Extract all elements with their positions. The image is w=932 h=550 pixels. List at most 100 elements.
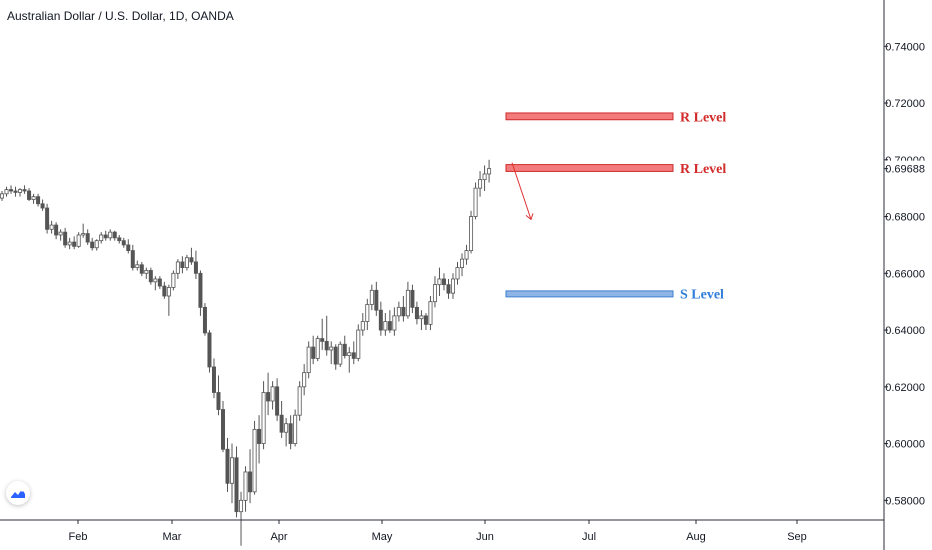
candle (374, 281, 379, 316)
candle (99, 232, 104, 244)
forecast-arrow (511, 162, 534, 221)
candle-body (441, 278, 446, 286)
candle (40, 199, 45, 211)
price-tick-label: 0.60000 (885, 439, 925, 451)
candle-body (469, 216, 474, 251)
candle-body (54, 224, 59, 236)
candle (239, 491, 244, 546)
level-zone[interactable] (505, 290, 674, 298)
candle (487, 159, 492, 183)
candle-body (302, 372, 307, 388)
candle (22, 185, 27, 194)
candle (130, 244, 135, 271)
candle-body (405, 289, 410, 317)
resistance-level[interactable]: R Level (505, 110, 726, 125)
candle-body (27, 190, 32, 200)
candle-body (239, 499, 244, 513)
candle-body (148, 270, 153, 283)
level-label: R Level (680, 162, 726, 177)
candle-body (9, 189, 14, 192)
tradingview-logo[interactable] (6, 481, 30, 505)
candle-body (347, 352, 352, 356)
candle (207, 330, 212, 373)
candle-body (121, 240, 126, 246)
candle-body (22, 189, 27, 192)
candle (4, 186, 9, 197)
candle-body (324, 341, 329, 351)
candle-body (478, 179, 483, 189)
time-axis[interactable]: Feb Mar Apr May Jun Jul Aug Sep (0, 519, 884, 543)
candle-body (374, 289, 379, 311)
candle (103, 230, 108, 241)
candle-body (175, 261, 180, 274)
last-price-label: 0.69688 (885, 164, 925, 176)
candle (455, 261, 460, 285)
candle (225, 437, 230, 492)
candle (432, 276, 437, 308)
candle (338, 341, 343, 367)
candle (202, 303, 207, 336)
support-level[interactable]: S Level (505, 288, 724, 303)
time-tick-label: Jun (476, 531, 494, 543)
price-tick-label: 0.58000 (885, 495, 925, 507)
candle-body (112, 231, 117, 239)
candle (162, 281, 167, 299)
price-axis[interactable]: 0.740000.720000.700000.680000.660000.640… (883, 0, 931, 550)
candle (275, 378, 280, 421)
candle-body (460, 258, 465, 269)
candle-body (58, 231, 63, 236)
candle (410, 284, 415, 314)
candle (360, 313, 365, 336)
candle-body (99, 234, 104, 242)
candle-body (63, 231, 68, 246)
candle (369, 284, 374, 311)
candle (189, 247, 194, 265)
candle-body (252, 428, 257, 493)
candle-body (144, 270, 149, 274)
candle-body (139, 264, 144, 274)
candle-body (270, 386, 275, 402)
candle (18, 188, 23, 197)
candle (257, 415, 262, 464)
candle-body (49, 224, 54, 230)
candle-body (4, 189, 9, 195)
price-tick-label: 0.64000 (885, 325, 925, 337)
candle-body (261, 392, 266, 444)
time-tick-label: Sep (787, 531, 807, 543)
level-annotations[interactable]: R Level R Level S Level (505, 110, 726, 303)
level-zone[interactable] (505, 164, 674, 172)
candle-body (198, 272, 203, 308)
candle (153, 276, 158, 291)
candle-body (243, 471, 248, 501)
candle (90, 237, 95, 251)
arrow-head (525, 213, 534, 221)
candle-body (45, 207, 50, 230)
candle-body (487, 168, 492, 175)
candle-body (320, 338, 325, 342)
candle (342, 335, 347, 359)
candle (306, 341, 311, 379)
candle-body (130, 250, 135, 269)
candle-body (464, 250, 469, 260)
candle (383, 313, 388, 336)
candle (387, 310, 392, 333)
candle (450, 273, 455, 299)
candle (27, 188, 32, 201)
candle (72, 236, 77, 250)
candle (311, 335, 316, 365)
candle-body (108, 231, 113, 239)
candle (401, 296, 406, 322)
candle (279, 401, 284, 438)
resistance-level[interactable]: R Level (505, 162, 726, 177)
candle (157, 276, 162, 289)
candle-body (266, 392, 271, 402)
candle-body (166, 287, 171, 297)
candle (0, 190, 4, 201)
candle-body (72, 241, 77, 247)
candle (261, 381, 266, 450)
candle-body (378, 309, 383, 331)
candle-body (90, 241, 95, 249)
level-zone[interactable] (505, 112, 674, 121)
candle-body (315, 338, 320, 359)
